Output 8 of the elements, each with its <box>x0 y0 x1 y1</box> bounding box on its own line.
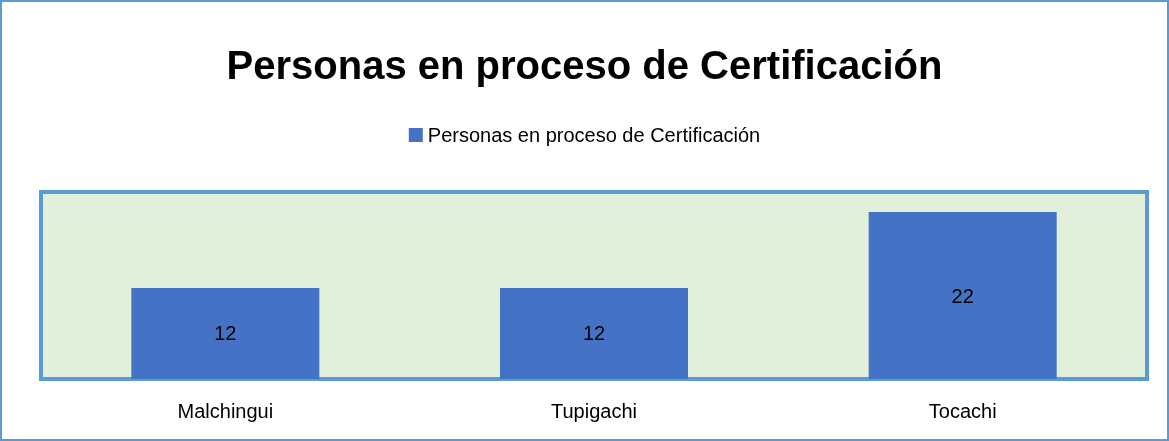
chart-title: Personas en proceso de Certificación <box>226 43 943 87</box>
x-tick-label: Tocachi <box>928 400 997 422</box>
x-tick-label: Tupigachi <box>551 400 637 422</box>
legend-label: Personas en proceso de Certificación <box>427 124 761 146</box>
data-label: 22 <box>951 284 974 307</box>
data-label: 12 <box>214 322 237 345</box>
data-label: 12 <box>582 322 606 345</box>
x-tick-label: Malchingui <box>177 400 274 422</box>
